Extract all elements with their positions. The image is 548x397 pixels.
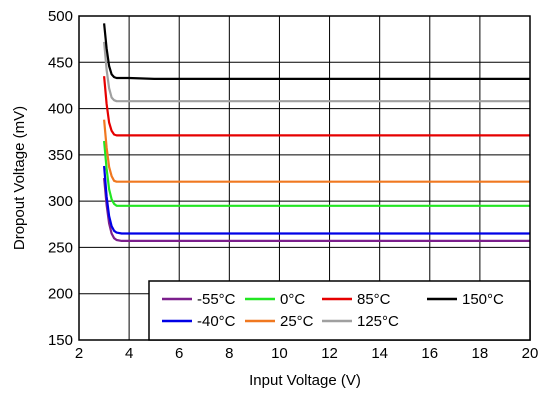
series-line — [103, 165, 530, 235]
x-tick-label: 10 — [271, 345, 288, 362]
x-tick-label: 2 — [75, 345, 83, 362]
y-tick-label: 300 — [48, 193, 73, 210]
x-tick-label: 6 — [175, 345, 183, 362]
legend: -55°C 0°C 85°C 150°C -40°C 25°C 125°C — [148, 280, 531, 341]
x-axis-title: Input Voltage (V) — [249, 372, 361, 389]
legend-label: -40°C — [197, 313, 236, 330]
x-tick-label: 16 — [421, 345, 438, 362]
legend-label: 0°C — [280, 291, 305, 308]
x-tick-label: 12 — [321, 345, 338, 362]
series-line — [103, 140, 530, 207]
series-lines — [103, 23, 530, 242]
y-tick-label: 400 — [48, 101, 73, 118]
y-tick-label: 150 — [48, 332, 73, 349]
legend-label: -55°C — [197, 291, 236, 308]
series-line — [103, 41, 530, 103]
legend-label: 125°C — [357, 313, 399, 330]
x-tick-label: 20 — [522, 345, 539, 362]
y-tick-label: 200 — [48, 286, 73, 303]
tick-labels: 2 4 6 8 10 12 14 16 18 20 150 200 250 300 350 400 450 500 — [48, 8, 538, 362]
y-axis-title: Dropout Voltage (mV) — [11, 106, 28, 250]
series-line — [103, 177, 530, 242]
y-tick-label: 500 — [48, 8, 73, 25]
x-tick-label: 18 — [472, 345, 489, 362]
legend-label: 85°C — [357, 291, 391, 308]
x-tick-label: 14 — [371, 345, 388, 362]
series-line — [103, 76, 530, 137]
y-tick-label: 450 — [48, 54, 73, 71]
legend-label: 150°C — [462, 291, 504, 308]
x-tick-label: 4 — [125, 345, 133, 362]
legend-label: 25°C — [280, 313, 314, 330]
series-line — [103, 119, 530, 183]
y-tick-label: 250 — [48, 239, 73, 256]
y-tick-label: 350 — [48, 147, 73, 164]
x-tick-label: 8 — [225, 345, 233, 362]
series-line — [103, 23, 530, 80]
legend-box — [148, 280, 531, 341]
